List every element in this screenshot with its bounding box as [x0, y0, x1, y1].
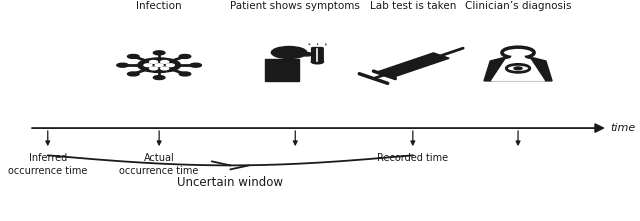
Text: Infection: Infection [136, 1, 182, 11]
Text: Recorded time: Recorded time [378, 153, 449, 163]
Circle shape [150, 61, 157, 63]
Text: Uncertain window: Uncertain window [177, 176, 284, 189]
Circle shape [127, 55, 139, 58]
Text: Inferred
occurrence time: Inferred occurrence time [8, 153, 88, 176]
Circle shape [127, 72, 139, 76]
Text: time: time [611, 123, 636, 133]
Circle shape [155, 64, 163, 67]
Circle shape [271, 46, 307, 59]
FancyBboxPatch shape [311, 47, 324, 63]
Circle shape [166, 64, 174, 67]
Circle shape [138, 58, 180, 72]
Circle shape [144, 64, 152, 67]
Circle shape [179, 55, 191, 58]
Text: Actual
occurrence time: Actual occurrence time [120, 153, 199, 176]
Polygon shape [265, 59, 300, 81]
Circle shape [154, 51, 165, 55]
Circle shape [514, 67, 522, 70]
Circle shape [161, 67, 169, 70]
Circle shape [150, 67, 157, 70]
Polygon shape [484, 58, 552, 81]
Polygon shape [492, 58, 545, 81]
Circle shape [311, 60, 324, 64]
Circle shape [117, 63, 129, 67]
Circle shape [161, 61, 169, 63]
Circle shape [154, 76, 165, 80]
Polygon shape [511, 54, 525, 58]
Polygon shape [376, 53, 449, 78]
Text: Lab test is taken: Lab test is taken [370, 1, 456, 11]
Circle shape [301, 53, 312, 56]
Circle shape [179, 72, 191, 76]
Text: Patient shows symptoms: Patient shows symptoms [230, 1, 360, 11]
Text: Clinician’s diagnosis: Clinician’s diagnosis [465, 1, 572, 11]
Circle shape [190, 63, 202, 67]
